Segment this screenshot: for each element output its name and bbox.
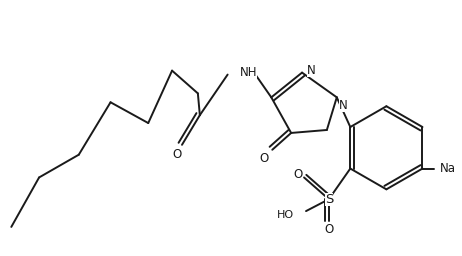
- Text: O: O: [260, 152, 269, 165]
- Text: HO: HO: [277, 210, 294, 220]
- Text: O: O: [324, 223, 334, 236]
- Text: NH: NH: [239, 66, 257, 79]
- Text: Na: Na: [440, 162, 456, 175]
- Text: O: O: [293, 168, 303, 181]
- Text: S: S: [325, 193, 333, 206]
- Text: N: N: [339, 99, 347, 112]
- Text: O: O: [172, 148, 182, 161]
- Text: N: N: [307, 64, 316, 77]
